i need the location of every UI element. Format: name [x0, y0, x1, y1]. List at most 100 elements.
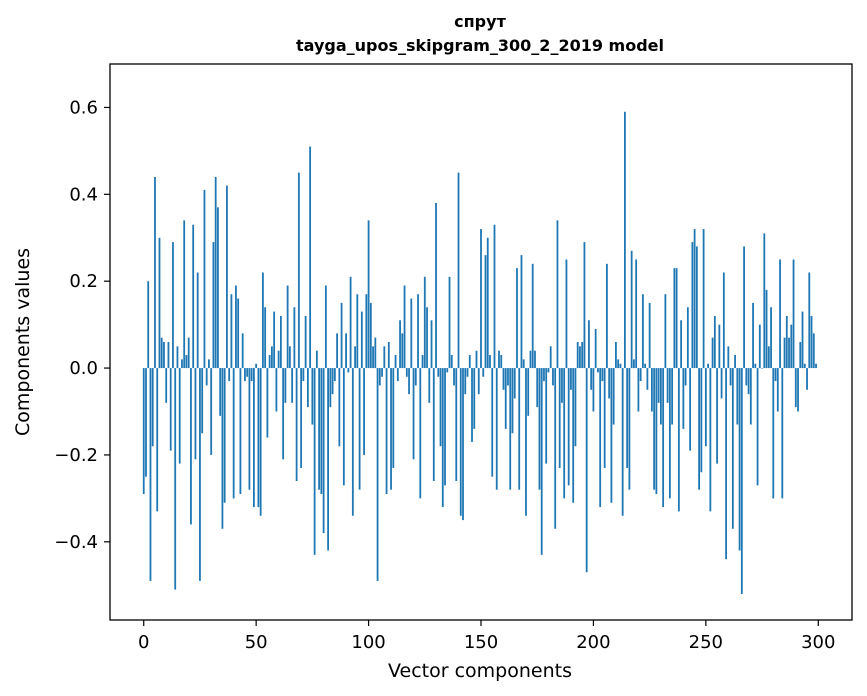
bar-88	[340, 302, 343, 369]
bar-168	[520, 255, 523, 369]
bar-288	[790, 324, 793, 369]
bar-111	[392, 368, 395, 468]
bar-240	[682, 368, 685, 429]
bar-169	[522, 359, 525, 369]
x-tick-label: 100	[351, 632, 385, 653]
bar-101	[369, 302, 372, 369]
bar-209	[612, 368, 615, 425]
bar-74	[309, 146, 312, 369]
bar-298	[812, 333, 815, 369]
bar-268	[745, 368, 748, 386]
bar-277	[765, 289, 768, 369]
bar-192	[574, 368, 577, 447]
bar-266	[740, 368, 743, 594]
bar-229	[657, 368, 660, 403]
bar-175	[536, 368, 539, 408]
bar-84	[331, 368, 334, 395]
bar-216	[628, 368, 631, 490]
bar-239	[680, 320, 683, 369]
bar-299	[815, 363, 817, 369]
bar-31	[212, 242, 215, 369]
bar-71	[302, 368, 305, 382]
bar-124	[421, 355, 424, 369]
bar-8	[160, 337, 163, 369]
bar-170	[525, 368, 527, 516]
bar-227	[653, 368, 656, 490]
bar-260	[727, 346, 730, 369]
bar-146	[471, 368, 473, 442]
bar-274	[758, 324, 761, 369]
bar-17	[181, 359, 183, 369]
bar-110	[390, 368, 392, 490]
bar-32	[214, 176, 217, 369]
bar-287	[788, 337, 790, 369]
bar-167	[518, 368, 521, 490]
bar-263	[734, 355, 736, 369]
bar-129	[432, 368, 435, 481]
bar-138	[453, 368, 455, 386]
bar-20	[187, 337, 190, 369]
bar-271	[752, 302, 754, 369]
y-axis-label: Components values	[12, 248, 34, 436]
bar-78	[318, 368, 321, 490]
bar-289	[792, 259, 795, 369]
bar-290	[794, 368, 797, 408]
bar-123	[419, 368, 422, 499]
bar-67	[293, 307, 296, 369]
bar-202	[597, 368, 599, 373]
bar-79	[320, 368, 323, 495]
bar-291	[797, 368, 799, 412]
bar-279	[770, 307, 772, 369]
bar-194	[579, 346, 581, 369]
bar-112	[394, 355, 397, 369]
bar-106	[381, 368, 383, 377]
bar-36	[223, 368, 226, 503]
bar-185	[558, 368, 561, 468]
bar-262	[731, 368, 734, 529]
bar-50	[255, 363, 258, 369]
bar-149	[477, 368, 480, 395]
bar-164	[511, 368, 514, 434]
bar-230	[659, 368, 662, 425]
bar-178	[543, 368, 545, 382]
bar-275	[761, 368, 763, 369]
bar-96	[358, 368, 361, 490]
bar-63	[284, 368, 287, 403]
bar-180	[547, 368, 550, 373]
bar-162	[507, 368, 509, 386]
y-axis-ticks: −0.4 −0.2 0.0 0.2 0.4 0.6	[54, 97, 110, 553]
bar-61	[279, 315, 282, 369]
bar-270	[749, 368, 752, 425]
bar-278	[767, 346, 770, 369]
bar-252	[709, 368, 712, 512]
bar-297	[810, 315, 813, 369]
bar-77	[315, 350, 318, 369]
bar-237	[675, 268, 678, 369]
bar-104	[376, 368, 379, 581]
y-tick-label: 0.2	[69, 271, 98, 292]
bar-41	[235, 285, 237, 369]
bar-70	[300, 368, 303, 468]
bar-102	[372, 346, 374, 369]
bar-2	[147, 281, 150, 369]
bar-90	[345, 333, 347, 369]
bar-211	[617, 359, 620, 369]
bar-148	[475, 350, 478, 369]
bar-95	[356, 294, 359, 369]
bar-48	[250, 368, 253, 382]
bar-142	[462, 368, 464, 521]
x-tick-label: 150	[464, 632, 498, 653]
bar-199	[590, 368, 593, 390]
bar-225	[648, 302, 651, 369]
bar-62	[282, 368, 285, 460]
bar-157	[495, 368, 498, 490]
bar-286	[785, 315, 788, 369]
bar-38	[228, 368, 231, 382]
bar-217	[630, 250, 633, 369]
bar-83	[329, 368, 332, 408]
bar-11	[167, 342, 170, 369]
bar-284	[781, 368, 784, 499]
bar-105	[378, 368, 381, 386]
bar-29	[208, 359, 210, 369]
bar-172	[529, 350, 532, 369]
